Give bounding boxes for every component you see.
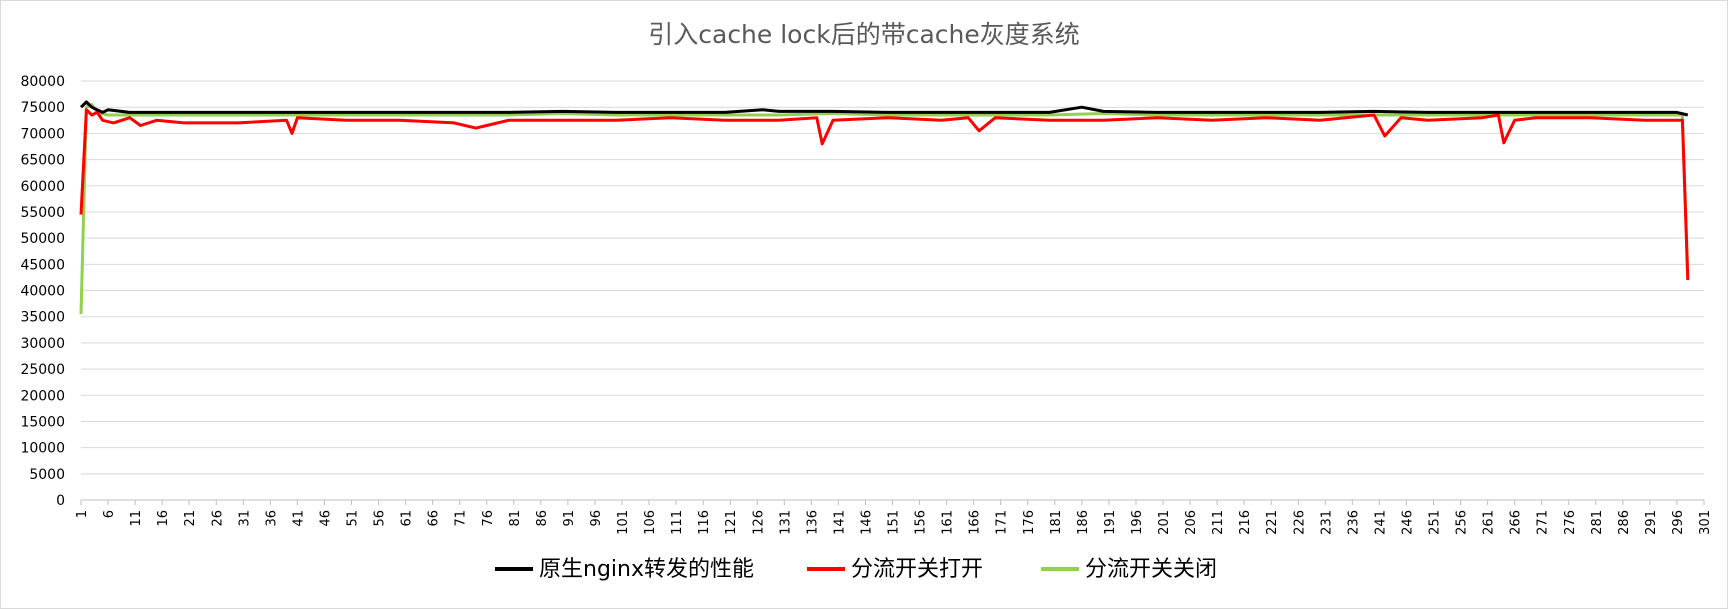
x-tick-label: 21 bbox=[183, 510, 198, 527]
x-tick-label: 81 bbox=[508, 510, 523, 527]
x-tick-label: 211 bbox=[1211, 510, 1226, 535]
x-tick-label: 56 bbox=[373, 510, 388, 527]
x-tick-label: 176 bbox=[1022, 510, 1037, 535]
y-tick-label: 80000 bbox=[20, 74, 65, 90]
x-tick-label: 186 bbox=[1076, 510, 1091, 535]
y-tick-label: 50000 bbox=[20, 231, 65, 247]
y-tick-label: 40000 bbox=[20, 284, 65, 300]
x-tick-label: 226 bbox=[1292, 510, 1307, 535]
y-axis: 0 5000 10000 15000 20000 25000 30000 35000 40000… bbox=[20, 74, 65, 509]
y-tick-label: 35000 bbox=[20, 310, 65, 326]
x-tick-label: 111 bbox=[670, 510, 685, 535]
x-tick-label: 181 bbox=[1049, 510, 1064, 535]
x-tick-label: 51 bbox=[346, 510, 361, 527]
y-tick-label: 10000 bbox=[20, 441, 65, 457]
x-tick-label: 191 bbox=[1103, 510, 1118, 535]
series-lines bbox=[79, 100, 1690, 315]
x-tick-label: 271 bbox=[1536, 510, 1551, 535]
x-tick-label: 236 bbox=[1346, 510, 1361, 535]
x-tick-label: 6 bbox=[102, 510, 117, 518]
x-tick-label: 36 bbox=[264, 510, 279, 527]
x-tick-label: 216 bbox=[1238, 510, 1253, 535]
y-tick-label: 65000 bbox=[20, 153, 65, 169]
y-tick-label: 30000 bbox=[20, 336, 65, 352]
x-tick-label: 71 bbox=[454, 510, 469, 527]
x-tick-label: 296 bbox=[1671, 510, 1686, 535]
x-tick-label: 146 bbox=[859, 510, 874, 535]
series-line-2 bbox=[79, 103, 1690, 315]
x-tick-label: 156 bbox=[914, 510, 929, 535]
x-tick-label: 106 bbox=[643, 510, 658, 535]
x-tick-label: 301 bbox=[1698, 510, 1713, 535]
legend-label-1: 分流开关打开 bbox=[851, 557, 983, 582]
y-tick-label: 0 bbox=[56, 493, 65, 509]
x-tick-label: 46 bbox=[318, 510, 333, 527]
x-tick-label: 136 bbox=[805, 510, 820, 535]
x-tick-label: 196 bbox=[1130, 510, 1145, 535]
chart-title: 引入cache lock后的带cache灰度系统 bbox=[648, 20, 1079, 49]
x-tick-label: 16 bbox=[156, 510, 171, 527]
x-tick-label: 116 bbox=[697, 510, 712, 535]
x-tick-label: 281 bbox=[1590, 510, 1605, 535]
legend-label-0: 原生nginx转发的性能 bbox=[539, 557, 754, 582]
x-tick-label: 201 bbox=[1157, 510, 1172, 535]
x-tick-label: 231 bbox=[1319, 510, 1334, 535]
y-tick-label: 20000 bbox=[20, 388, 65, 404]
legend: 原生nginx转发的性能 分流开关打开 分流开关关闭 bbox=[495, 557, 1217, 582]
x-tick-label: 31 bbox=[237, 510, 252, 527]
x-tick-label: 151 bbox=[887, 510, 902, 535]
x-tick-label: 256 bbox=[1455, 510, 1470, 535]
y-tick-label: 45000 bbox=[20, 257, 65, 273]
y-tick-label: 55000 bbox=[20, 205, 65, 221]
x-tick-label: 251 bbox=[1428, 510, 1443, 535]
x-tick-label: 171 bbox=[995, 510, 1010, 535]
y-tick-label: 15000 bbox=[20, 414, 65, 430]
y-tick-label: 5000 bbox=[29, 467, 65, 483]
x-tick-label: 66 bbox=[427, 510, 442, 527]
x-tick-label: 76 bbox=[481, 510, 496, 527]
x-tick-label: 86 bbox=[535, 510, 550, 527]
x-tick-label: 141 bbox=[832, 510, 847, 535]
y-tick-label: 60000 bbox=[20, 179, 65, 195]
y-tick-label: 70000 bbox=[20, 126, 65, 142]
x-tick-label: 266 bbox=[1509, 510, 1524, 535]
x-tick-label: 161 bbox=[941, 510, 956, 535]
y-tick-label: 25000 bbox=[20, 362, 65, 378]
y-tick-label: 75000 bbox=[20, 100, 65, 116]
x-tick-label: 261 bbox=[1482, 510, 1497, 535]
x-tick-label: 286 bbox=[1617, 510, 1632, 535]
legend-label-2: 分流开关关闭 bbox=[1085, 557, 1217, 582]
series-line-1 bbox=[79, 108, 1690, 281]
x-tick-label: 1 bbox=[75, 510, 90, 518]
x-tick-label: 276 bbox=[1563, 510, 1578, 535]
gridlines bbox=[81, 80, 1704, 501]
series-line-0 bbox=[79, 100, 1689, 117]
x-tick-label: 96 bbox=[589, 510, 604, 527]
x-tick-label: 26 bbox=[210, 510, 225, 527]
x-tick-label: 61 bbox=[400, 510, 415, 527]
x-tick-label: 241 bbox=[1373, 510, 1388, 535]
x-tick-label: 221 bbox=[1265, 510, 1280, 535]
x-tick-label: 206 bbox=[1184, 510, 1199, 535]
x-tick-label: 121 bbox=[724, 510, 739, 535]
x-tick-label: 101 bbox=[616, 510, 631, 535]
x-tick-label: 11 bbox=[129, 510, 144, 527]
x-tick-label: 126 bbox=[751, 510, 766, 535]
x-axis: 1 6 11 16 21 26 31 36 41 46 51 56 61 66 71 76 81 86 91 96 10… bbox=[75, 499, 1713, 535]
x-tick-label: 246 bbox=[1400, 510, 1415, 535]
x-tick-label: 131 bbox=[778, 510, 793, 535]
x-tick-label: 291 bbox=[1644, 510, 1659, 535]
x-tick-label: 41 bbox=[291, 510, 306, 527]
x-tick-label: 91 bbox=[562, 510, 577, 527]
x-tick-label: 166 bbox=[968, 510, 983, 535]
